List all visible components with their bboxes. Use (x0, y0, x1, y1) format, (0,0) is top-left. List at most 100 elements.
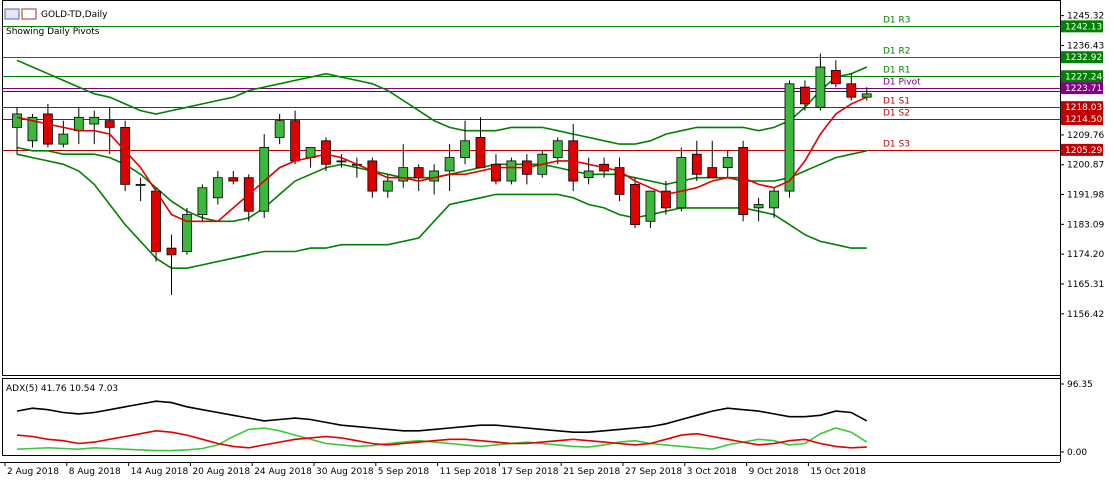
candle (645, 190, 656, 228)
price-badges: 1242.13 1232.92 1227.24 1223.71 1218.03 1214.… (1061, 20, 1103, 156)
adx-axis: 96.35 0.00 (1060, 380, 1093, 458)
pivot-label: D1 R2 (883, 47, 911, 57)
pivot-label: D1 S3 (883, 140, 910, 150)
bull-candle-body (197, 187, 208, 215)
candle (104, 107, 115, 155)
bull-candle-body (722, 157, 733, 169)
pivot-label: D1 S2 (883, 109, 910, 119)
candle (630, 177, 640, 228)
candle (12, 107, 22, 155)
bull-candle-body (212, 177, 223, 199)
bull-candle-body (676, 157, 687, 209)
bull-candle-body (583, 170, 594, 179)
bull-candle-body (645, 190, 656, 222)
bull-candle-body (382, 180, 393, 192)
candle (521, 154, 532, 185)
bull-candle-body (861, 93, 872, 98)
x-tick-label: 17 Sep 2018 (501, 467, 558, 477)
bull-candle-body (815, 66, 826, 108)
candle (413, 164, 424, 192)
price-badge (1061, 51, 1103, 64)
price-badge-label: 1242.13 (1065, 22, 1102, 32)
adx-series-line (16, 400, 868, 434)
candle (212, 170, 223, 205)
bollinger-upper-line (16, 59, 868, 145)
bull-candle-body (444, 157, 455, 172)
price-badge-label: 1218.03 (1065, 103, 1102, 113)
candle (151, 187, 161, 262)
time-axis: 2 Aug 2018 8 Aug 2018 14 Aug 2018 20 Aug 20… (4, 462, 866, 477)
chart-icon[interactable] (21, 8, 37, 20)
candle (491, 154, 501, 185)
candle (89, 110, 100, 145)
bull-candle-body (336, 160, 347, 163)
candle (182, 207, 192, 255)
candle (830, 60, 841, 88)
candle (43, 103, 53, 148)
candle (707, 140, 718, 179)
candle (661, 181, 671, 215)
candle (691, 140, 702, 182)
bear-candle-body (738, 147, 749, 215)
price-badge (1061, 101, 1103, 114)
bear-candle-body (661, 190, 671, 209)
candlesticks (12, 53, 872, 296)
price-badge (1061, 143, 1103, 156)
bull-candle-body (89, 116, 100, 125)
bear-candle-body (166, 247, 177, 256)
candle (738, 140, 749, 222)
y-tick-label: 1191.98 (1067, 191, 1104, 201)
bear-candle-body (491, 163, 501, 182)
y-tick-label: 1245.32 (1067, 12, 1104, 22)
window-icon[interactable] (4, 8, 20, 20)
x-tick-label: 30 Aug 2018 (316, 467, 374, 477)
price-badge (1061, 20, 1103, 33)
price-badge-label: 1223.71 (1065, 84, 1102, 94)
candle (27, 113, 38, 148)
pivot-label: D1 R3 (883, 16, 911, 26)
header-icons[interactable] (4, 8, 37, 20)
price-badge (1061, 70, 1103, 83)
bull-candle-body (259, 147, 270, 212)
x-tick-label: 20 Aug 2018 (192, 467, 250, 477)
candle (197, 184, 208, 222)
bull-candle-body (182, 214, 192, 252)
main-panel-frame (2, 0, 1061, 376)
x-tick-label: 5 Sep 2018 (378, 467, 430, 477)
moving-average-line (16, 96, 868, 223)
candle (290, 110, 301, 165)
candle (583, 157, 594, 185)
candle (120, 120, 131, 192)
bull-candle-body (58, 133, 69, 145)
adx-indicator (16, 400, 868, 452)
candle (367, 157, 378, 198)
candle (73, 107, 84, 145)
candle (753, 197, 764, 222)
x-tick-label: 3 Oct 2018 (687, 467, 737, 477)
bull-candle-body (784, 83, 795, 192)
adx-panel-frame (2, 378, 1061, 456)
bear-candle-body (707, 167, 718, 179)
adx-tick-label: 0.00 (1067, 448, 1087, 458)
y-tick-label: 1236.43 (1067, 41, 1104, 51)
y-tick-label: 1200.87 (1067, 161, 1104, 171)
bear-candle-body (43, 113, 53, 145)
x-tick-label: 9 Oct 2018 (749, 467, 799, 477)
adx-series-line (16, 429, 867, 449)
candle (58, 120, 69, 148)
x-tick-label: 15 Oct 2018 (810, 467, 866, 477)
bull-candle-body (769, 190, 779, 209)
bear-candle-body (614, 167, 625, 195)
candle (398, 144, 409, 188)
candle (784, 80, 795, 198)
bear-candle-body (367, 160, 378, 192)
bear-candle-body (846, 83, 857, 98)
bear-candle-body (290, 120, 301, 162)
candle (228, 170, 239, 185)
adx-title: ADX(5) 41.76 10.54 7.03 (6, 384, 118, 394)
bull-candle-body (27, 116, 38, 142)
price-badge (1061, 112, 1103, 125)
y-tick-label: 1209.76 (1067, 131, 1104, 141)
candle (800, 80, 810, 111)
x-tick-label: 24 Aug 2018 (254, 467, 312, 477)
